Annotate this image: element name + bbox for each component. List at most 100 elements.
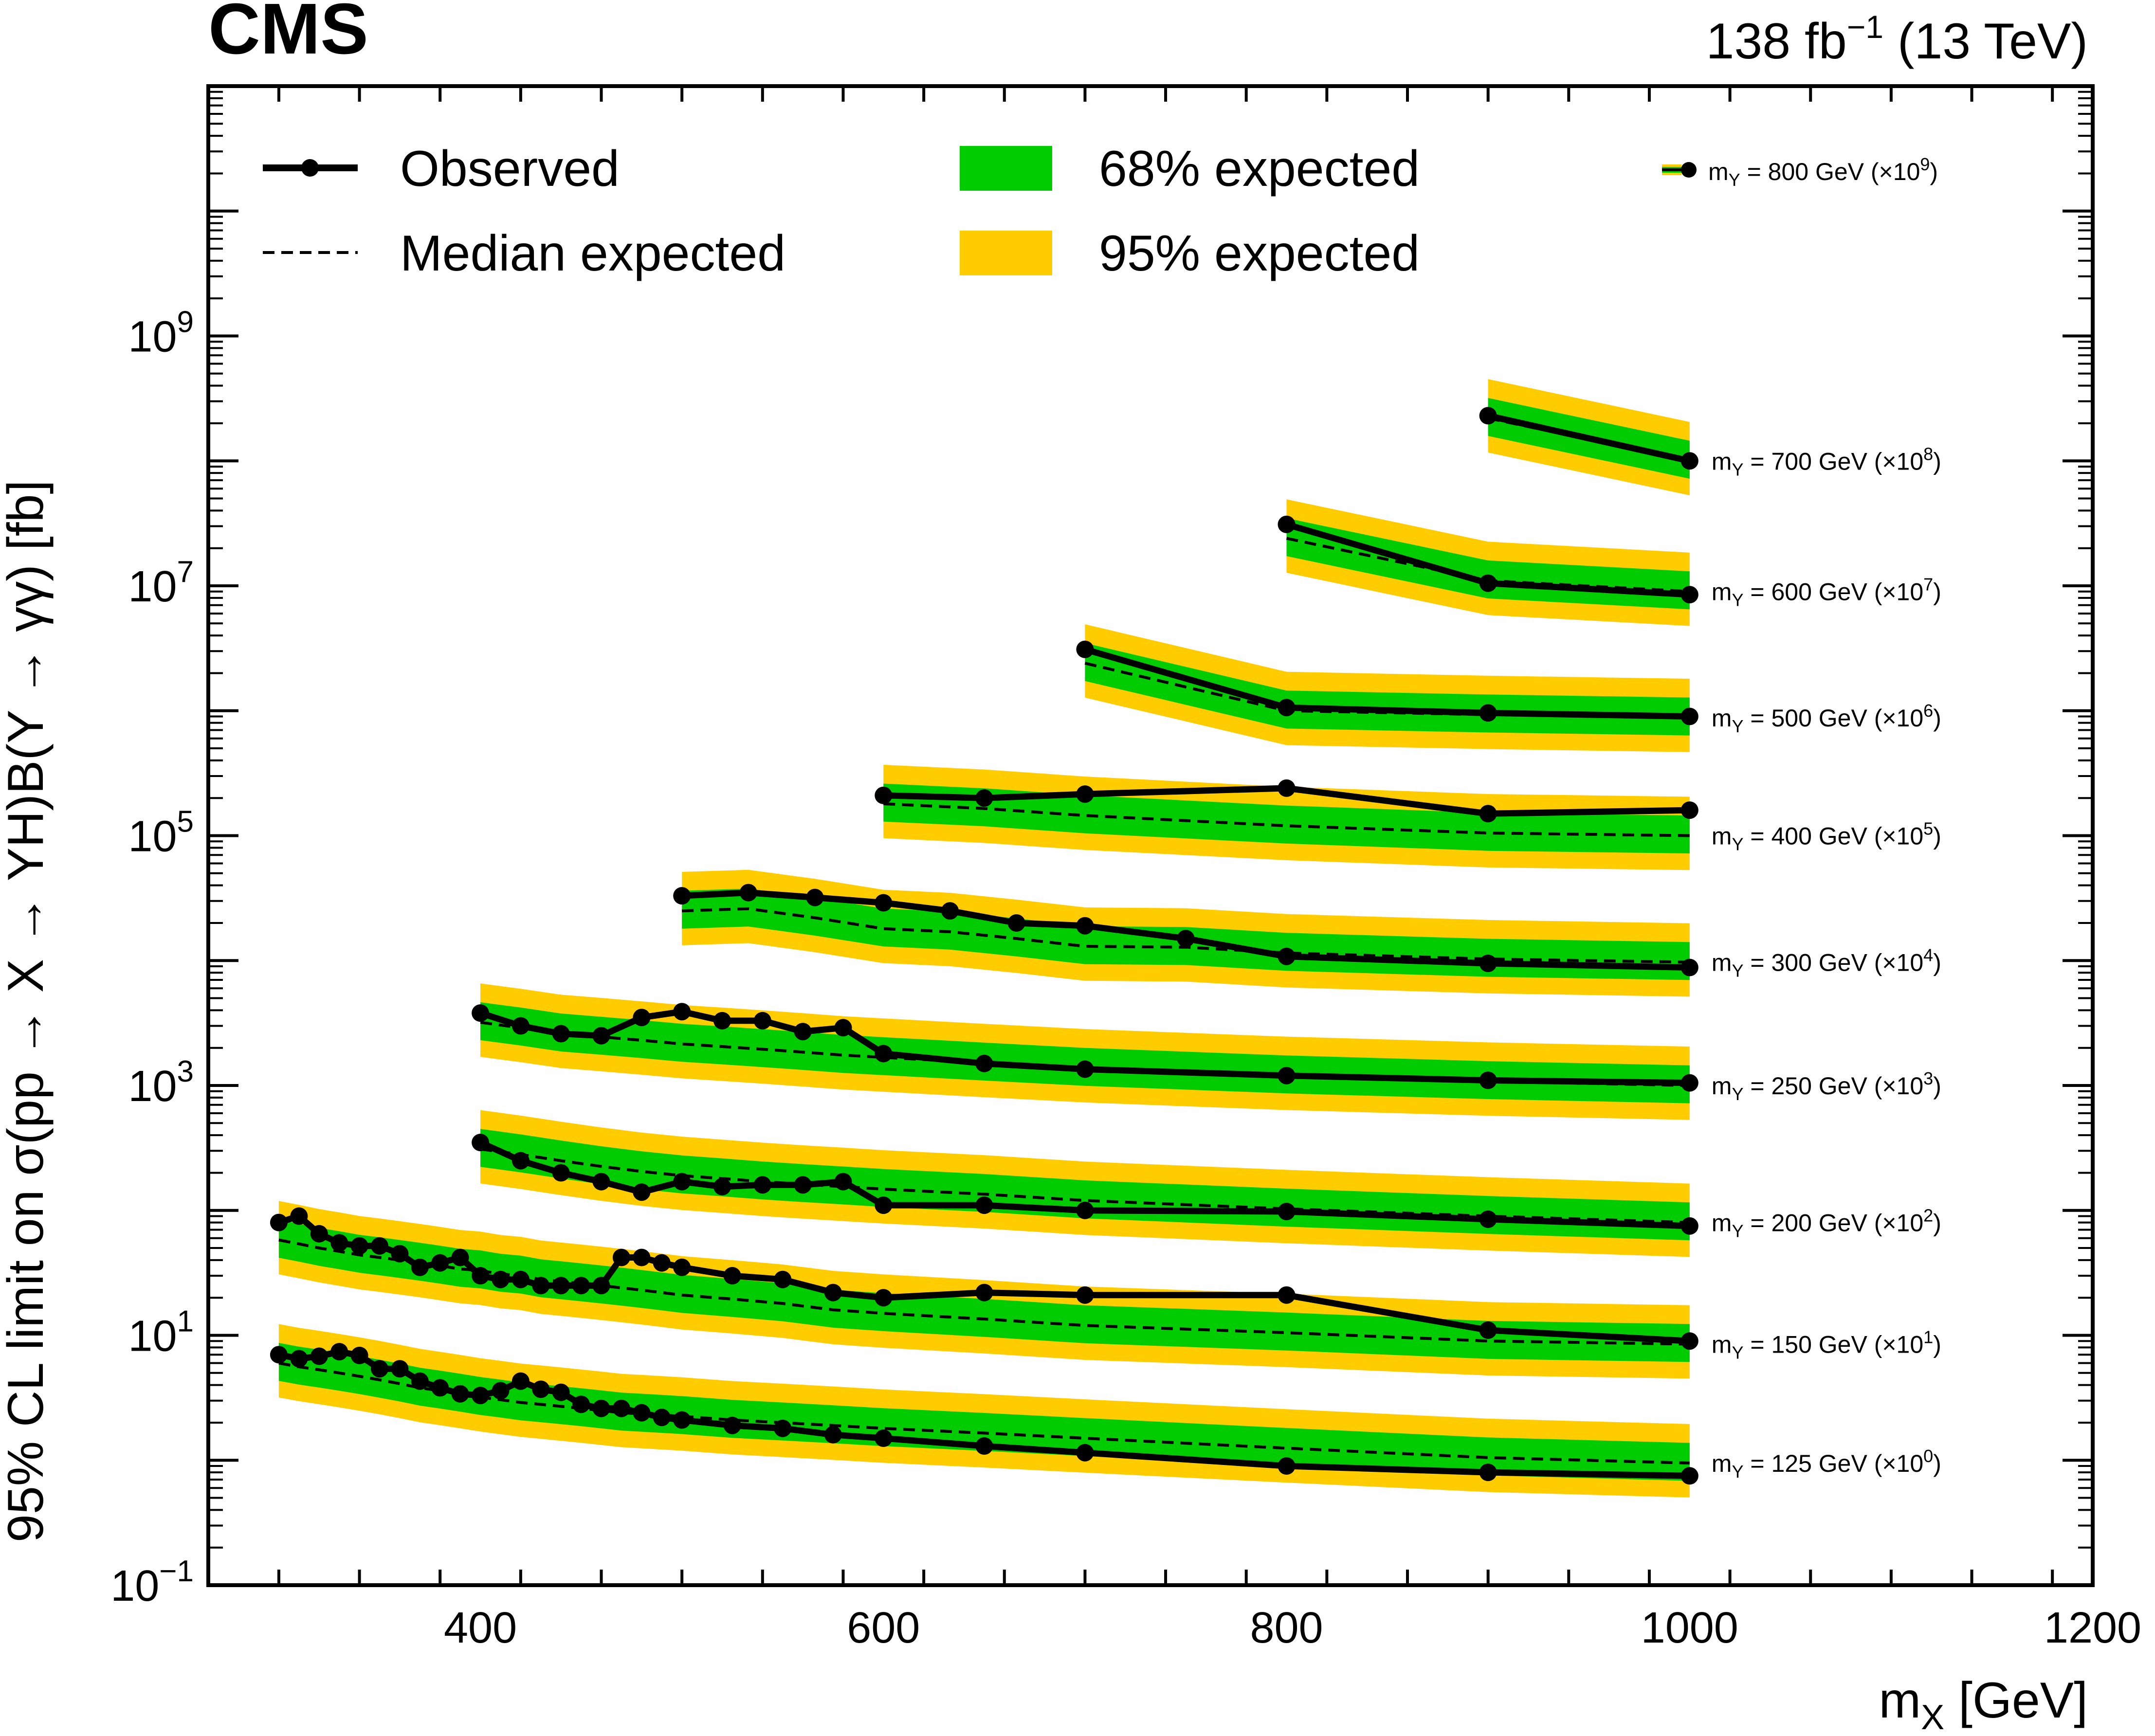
series-2-observed-point xyxy=(511,1152,530,1170)
series-0-observed-point xyxy=(1479,1464,1497,1482)
legend-band95-swatch xyxy=(960,231,1052,275)
y-tick-base: 10 xyxy=(128,1062,177,1111)
series-9-label-part-0: m xyxy=(1708,158,1729,185)
series-1-observed-point xyxy=(431,1254,449,1272)
series-5-label-part-1: Y xyxy=(1732,834,1743,854)
x-tick-label: 1200 xyxy=(2044,1604,2141,1652)
lumi-value: 138 fb xyxy=(1706,13,1847,70)
y-tick-label: 109 xyxy=(128,306,194,362)
y-tick-label: 103 xyxy=(128,1055,194,1111)
y-tick-base: 10 xyxy=(128,562,177,611)
series-4-label-part-3: 4 xyxy=(1923,945,1933,965)
series-4-observed-point xyxy=(1177,930,1195,947)
series-0-observed-point xyxy=(451,1385,469,1403)
series-4-label-part-2: = 300 GeV (×10 xyxy=(1743,949,1923,976)
series-1-observed-point xyxy=(824,1284,842,1302)
lumi-energy: (13 TeV) xyxy=(1883,13,2088,70)
series-1-observed-point xyxy=(472,1267,490,1284)
series-3-observed-point xyxy=(1680,1074,1698,1092)
series-2-observed-point xyxy=(552,1164,570,1182)
series-0-observed-point xyxy=(774,1419,792,1437)
series-2-observed-point xyxy=(753,1176,771,1194)
series-1-observed-point xyxy=(673,1258,691,1276)
series-0-observed-point xyxy=(875,1429,893,1447)
series-3-observed-point xyxy=(794,1023,812,1041)
series-5-observed-point xyxy=(1076,785,1094,803)
series-3-label-part-2: = 250 GeV (×10 xyxy=(1743,1072,1923,1100)
series-0-observed-point xyxy=(1278,1457,1296,1475)
series-1-label: mY = 150 GeV (×101) xyxy=(1712,1327,1941,1363)
y-tick-exp: 3 xyxy=(177,1055,194,1088)
series-2-observed-point xyxy=(875,1196,893,1214)
series-0-label-part-0: m xyxy=(1712,1450,1732,1477)
series-3-observed-point xyxy=(1479,1071,1497,1089)
series-7-label-part-2: = 600 GeV (×10 xyxy=(1743,579,1923,606)
series-0-observed-point xyxy=(1680,1467,1698,1485)
series-8-observed-point xyxy=(1479,407,1497,425)
series-4-label-part-4: ) xyxy=(1933,949,1941,976)
y-tick-base: 10 xyxy=(128,1312,177,1361)
series-1-observed-point xyxy=(552,1277,570,1295)
series-4-observed-point xyxy=(1680,958,1698,976)
series-0-band68 xyxy=(278,1343,1690,1481)
series-0-observed-point xyxy=(270,1346,288,1364)
series-0-observed-point xyxy=(975,1437,993,1455)
series-0-observed-point xyxy=(391,1360,409,1378)
series-0-observed-point xyxy=(350,1346,368,1364)
legend-band68-label: 68% expected xyxy=(1099,141,1420,197)
legend-band95-label: 95% expected xyxy=(1099,225,1420,282)
series-1-observed-point xyxy=(875,1289,893,1307)
y-tick-exp: 9 xyxy=(177,306,194,339)
series-4-label: mY = 300 GeV (×104) xyxy=(1712,945,1941,981)
series-2-label-part-0: m xyxy=(1712,1210,1732,1237)
series-4-observed-point xyxy=(673,887,691,905)
y-tick-base: 10 xyxy=(128,313,177,362)
series-1-observed-point xyxy=(451,1248,469,1266)
series-2-observed-point xyxy=(1278,1203,1296,1220)
series-3-label: mY = 250 GeV (×103) xyxy=(1712,1068,1941,1104)
legend-band95: 95% expected xyxy=(960,225,1420,282)
series-1-observed-point xyxy=(310,1225,328,1243)
series-5-label: mY = 400 GeV (×105) xyxy=(1712,819,1941,854)
series-0-observed-point xyxy=(592,1399,610,1417)
series-9-label-part-2: = 800 GeV (×10 xyxy=(1740,158,1920,185)
y-tick-base: 10 xyxy=(110,1562,159,1610)
series-3-observed-point xyxy=(633,1009,651,1027)
series-1-observed-point xyxy=(391,1245,409,1263)
series-2-observed-line xyxy=(479,1139,1690,1230)
series-8-label: mY = 700 GeV (×108) xyxy=(1712,444,1941,479)
series-0-observed-point xyxy=(723,1416,741,1434)
series-1-band68 xyxy=(278,1220,1690,1362)
series-0-observed-point xyxy=(673,1411,691,1429)
series-8-observed-line xyxy=(1487,413,1691,464)
series-1-expected-line xyxy=(278,1238,1690,1346)
series-1-observed-point xyxy=(492,1270,510,1288)
series-4-observed-point xyxy=(806,888,824,906)
series-9-label: mY = 800 GeV (×109) xyxy=(1708,154,1938,190)
series-4-expected-line xyxy=(682,907,1690,964)
series-0-observed-point xyxy=(552,1383,570,1401)
series-7-label-part-0: m xyxy=(1712,579,1732,606)
series-6-label-part-0: m xyxy=(1712,705,1732,732)
series-5-observed-point xyxy=(1479,805,1497,823)
series-7-label-part-3: 7 xyxy=(1923,575,1933,595)
series-2-label-part-4: ) xyxy=(1933,1210,1941,1237)
lumi-exponent: −1 xyxy=(1847,9,1883,45)
series-8-label-part-1: Y xyxy=(1732,459,1743,479)
series-1-label-part-0: m xyxy=(1712,1331,1732,1358)
x-tick-label: 400 xyxy=(444,1604,517,1652)
series-3-observed-point xyxy=(511,1017,530,1035)
series-6-label-part-2: = 500 GeV (×10 xyxy=(1743,705,1923,732)
series-0-observed-point xyxy=(492,1382,510,1400)
series-3-observed-point xyxy=(1076,1060,1094,1078)
series-2-observed-point xyxy=(1076,1201,1094,1219)
series-3-label-part-1: Y xyxy=(1732,1084,1743,1104)
series-1-observed-point xyxy=(1278,1286,1296,1304)
series-2-observed-point xyxy=(1479,1210,1497,1228)
series-3-label-part-3: 3 xyxy=(1923,1068,1933,1088)
series-1-observed-point xyxy=(1680,1332,1698,1350)
series-0-observed-point xyxy=(290,1350,308,1368)
series-2-observed-point xyxy=(673,1173,691,1191)
series-0-expected-line xyxy=(278,1361,1690,1465)
